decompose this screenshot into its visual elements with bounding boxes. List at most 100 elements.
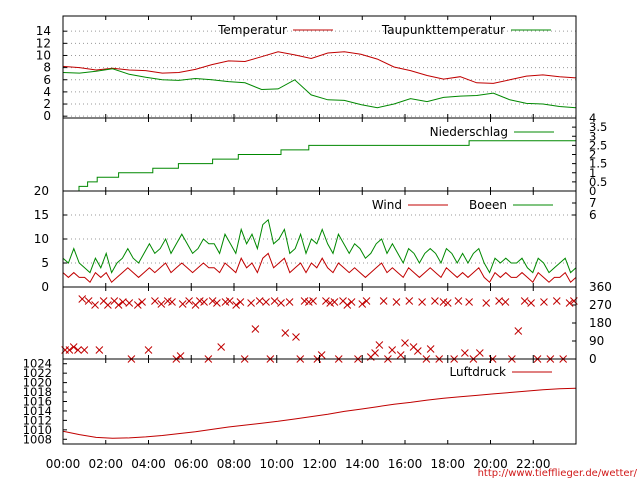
temp-y-label-5: 10 xyxy=(36,48,51,62)
dir-y-label-2: 180 xyxy=(589,316,612,330)
temp-y-label-0: 0 xyxy=(43,109,51,123)
press-y-label-0: 1008 xyxy=(23,432,52,446)
dir-point-99 xyxy=(540,298,548,306)
dir-point-77 xyxy=(418,298,426,306)
dir-point-22 xyxy=(168,298,176,306)
temp-y-label-6: 12 xyxy=(36,36,51,50)
wind-series-0-line xyxy=(62,252,577,283)
precip-y-label-8: 0 xyxy=(589,184,596,198)
dir-point-25 xyxy=(178,300,187,308)
wind-y-label-3: 15 xyxy=(34,208,49,222)
dir-point-48 xyxy=(292,333,300,341)
precip-y-label-1: 3.5 xyxy=(589,120,607,134)
wind-right-label-1: 6 xyxy=(589,208,597,222)
press-y-label-8: 1024 xyxy=(23,357,52,371)
dir-point-18 xyxy=(144,346,153,354)
dir-point-6 xyxy=(84,297,93,305)
dir-point-4 xyxy=(80,346,89,354)
panel-frame-3 xyxy=(62,286,577,360)
dir-point-45 xyxy=(277,299,285,307)
dir-y-label-4: 0 xyxy=(589,352,597,366)
x-tick-label-9: 18:00 xyxy=(430,457,465,471)
dir-point-64 xyxy=(362,297,371,305)
x-tick-label-0: 00:00 xyxy=(46,457,81,471)
dir-point-3 xyxy=(74,346,82,354)
legend-boeen-label: Boeen xyxy=(469,198,507,212)
wind-y-label-1: 5 xyxy=(41,256,49,270)
press-y-label-7: 1022 xyxy=(23,366,52,380)
x-tick-label-4: 08:00 xyxy=(217,457,252,471)
temp-y-label-1: 2 xyxy=(43,97,51,111)
dir-point-87 xyxy=(465,298,473,306)
dir-point-83 xyxy=(443,299,452,307)
precip-y-label-6: 1 xyxy=(589,166,596,180)
dir-point-42 xyxy=(262,298,270,306)
precip-y-label-5: 1.5 xyxy=(589,157,607,171)
x-tick-label-3: 06:00 xyxy=(174,457,209,471)
precip-y-label-7: 0.5 xyxy=(589,175,607,189)
dir-point-29 xyxy=(200,298,208,306)
dir-point-74 xyxy=(405,297,414,305)
dir-point-90 xyxy=(482,299,491,307)
dir-point-37 xyxy=(236,298,245,306)
dir-point-19 xyxy=(151,297,159,305)
dir-point-24 xyxy=(176,352,185,360)
dir-point-32 xyxy=(213,299,221,307)
temp-series-0-line xyxy=(62,51,577,84)
dir-point-46 xyxy=(281,329,290,337)
dir-point-36 xyxy=(232,301,240,309)
dir-point-55 xyxy=(322,297,330,305)
press-y-label-5: 1018 xyxy=(23,385,52,399)
dir-point-86 xyxy=(460,349,469,357)
dir-point-40 xyxy=(251,325,260,333)
dir-point-72 xyxy=(396,351,405,359)
dir-point-7 xyxy=(91,301,99,309)
dir-point-76 xyxy=(413,347,422,355)
temp-series-1-line xyxy=(62,68,577,109)
press-series-line xyxy=(62,387,577,439)
dir-point-35 xyxy=(225,297,234,305)
dir-point-68 xyxy=(379,297,388,305)
dir-point-14 xyxy=(125,299,134,307)
wind-y-label-4: 20 xyxy=(34,184,49,198)
dir-point-66 xyxy=(371,349,379,357)
dir-point-17 xyxy=(138,298,146,306)
dir-point-10 xyxy=(104,301,112,309)
x-tick-label-5: 10:00 xyxy=(259,457,294,471)
dir-point-80 xyxy=(431,297,439,305)
dir-point-67 xyxy=(375,341,384,349)
press-y-label-2: 1012 xyxy=(23,413,52,427)
dir-point-57 xyxy=(330,298,339,306)
x-tick-label-6: 12:00 xyxy=(302,457,337,471)
dir-point-70 xyxy=(388,346,397,354)
dir-point-101 xyxy=(552,297,561,305)
legend-luftdruck-label: Luftdruck xyxy=(449,365,506,379)
precip-y-label-4: 2 xyxy=(589,148,596,162)
wind-y-label-0: 0 xyxy=(41,280,49,294)
x-tick-label-2: 04:00 xyxy=(131,457,166,471)
legend-wind-label: Wind xyxy=(372,198,402,212)
legend-niederschlag-label: Niederschlag xyxy=(430,125,508,139)
x-tick-label-7: 14:00 xyxy=(345,457,380,471)
dir-point-26 xyxy=(185,297,193,305)
x-tick-label-10: 20:00 xyxy=(473,457,508,471)
dir-point-73 xyxy=(401,339,409,347)
precip-series-line xyxy=(63,140,576,192)
dir-point-96 xyxy=(520,297,529,305)
press-y-label-3: 1014 xyxy=(23,404,52,418)
temp-y-label-4: 8 xyxy=(43,61,51,75)
source-link: http://www.tiefflieger.de/wetter/ xyxy=(478,468,638,479)
x-tick-label-11: 22:00 xyxy=(516,457,551,471)
legend-taupunkt-label: Taupunkttemperatur xyxy=(381,23,505,37)
dir-point-97 xyxy=(527,299,535,307)
wind-right-label-0: 7 xyxy=(589,196,597,210)
dir-point-92 xyxy=(495,297,503,305)
precip-y-label-0: 4 xyxy=(589,111,596,125)
x-tick-label-1: 02:00 xyxy=(88,457,123,471)
dir-point-103 xyxy=(565,299,574,307)
dir-point-13 xyxy=(118,298,127,306)
dir-point-60 xyxy=(343,301,352,309)
temp-y-label-3: 6 xyxy=(43,73,51,87)
dir-point-44 xyxy=(270,297,279,305)
dir-point-89 xyxy=(475,349,484,357)
